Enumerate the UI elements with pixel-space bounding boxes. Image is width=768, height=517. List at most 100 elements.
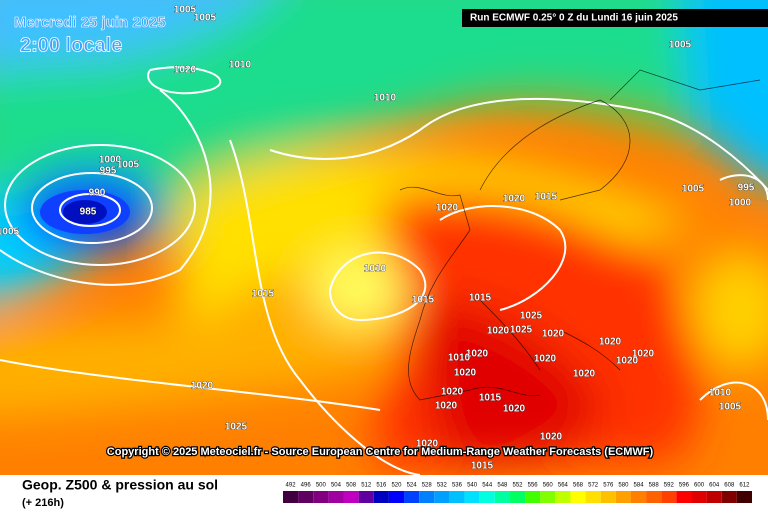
isobar-label: 1020 xyxy=(454,368,477,379)
legend-swatch xyxy=(358,491,374,503)
isobar-label: 1020 xyxy=(616,356,639,367)
isobar-label: 1015 xyxy=(252,289,275,300)
isobar-label: 1025 xyxy=(225,422,248,433)
legend-swatch xyxy=(419,491,435,503)
isobar-label: 1005 xyxy=(194,13,217,24)
legend-swatch xyxy=(479,491,495,503)
legend-swatch xyxy=(721,491,737,503)
legend-label: 604 xyxy=(709,483,720,489)
legend-label: 560 xyxy=(543,483,554,489)
legend-label: 496 xyxy=(301,483,312,489)
legend-label: 600 xyxy=(694,483,705,489)
legend-label: 592 xyxy=(664,483,675,489)
isobar-label: 1010 xyxy=(364,264,387,275)
isobar-label: 1020 xyxy=(174,65,197,76)
isobar-label: 1020 xyxy=(503,404,526,415)
isobar-label: 1015 xyxy=(469,293,492,304)
isobar-label: 1000 xyxy=(99,155,122,166)
isobar-label: 1020 xyxy=(191,381,214,392)
footer-title: Geop. Z500 & pression au sol xyxy=(22,477,218,493)
legend-label: 520 xyxy=(391,483,402,489)
isobar-label: 1005 xyxy=(669,40,692,51)
legend-label: 612 xyxy=(739,483,750,489)
legend-swatch xyxy=(373,491,389,503)
isobar-label: 1000 xyxy=(729,198,752,209)
isobar-label: 1010 xyxy=(448,353,471,364)
isobar-label: 1025 xyxy=(510,325,533,336)
isobar-label: 1005 xyxy=(174,5,197,16)
isobar-label: 1005 xyxy=(0,227,20,238)
legend-label: 572 xyxy=(588,483,599,489)
legend-swatch xyxy=(464,491,480,503)
isobar-label: 1015 xyxy=(535,192,558,203)
legend-swatch xyxy=(328,491,344,503)
isobar-label: 1020 xyxy=(540,432,563,443)
legend-swatch xyxy=(570,491,586,503)
legend-swatch xyxy=(494,491,510,503)
isobar-label: 985 xyxy=(80,207,97,218)
isobar-label: 1020 xyxy=(503,194,526,205)
legend-label: 528 xyxy=(422,483,433,489)
legend-label: 504 xyxy=(331,483,342,489)
legend-label: 568 xyxy=(573,483,584,489)
legend-label: 564 xyxy=(558,483,569,489)
legend-swatch xyxy=(555,491,571,503)
legend-swatch xyxy=(449,491,465,503)
isobar-label: 1020 xyxy=(573,369,596,380)
isobar-label: 1005 xyxy=(117,160,140,171)
isobar-label: 1020 xyxy=(416,439,439,450)
legend-label: 580 xyxy=(618,483,629,489)
isobars xyxy=(0,66,768,475)
coastlines xyxy=(399,69,761,401)
isobar-label: 990 xyxy=(89,188,106,199)
isobar-label: 1020 xyxy=(436,203,459,214)
isobar-label: 995 xyxy=(738,183,755,194)
legend-swatch xyxy=(540,491,556,503)
isobar-label: 1010 xyxy=(229,60,252,71)
legend-label: 524 xyxy=(407,483,418,489)
isobar-label: 1020 xyxy=(599,337,622,348)
legend-label: 516 xyxy=(376,483,387,489)
copyright: Copyright © 2025 Meteociel.fr - Source E… xyxy=(107,446,654,458)
legend: 492 496 500 504 508 512 516 520 524 528 532 536 540 5… xyxy=(283,483,752,503)
isobar-label: 1020 xyxy=(487,326,510,337)
legend-swatch xyxy=(388,491,405,503)
legend-swatch xyxy=(661,491,677,503)
legend-swatch xyxy=(434,491,450,503)
legend-swatch xyxy=(525,491,541,503)
isobar-label: 1010 xyxy=(374,93,397,104)
run-info: Run ECMWF 0.25° 0 Z du Lundi 16 juin 202… xyxy=(470,13,678,24)
legend-label: 552 xyxy=(512,483,523,489)
legend-label: 548 xyxy=(497,483,508,489)
legend-label: 544 xyxy=(482,483,493,489)
legend-swatch xyxy=(615,491,631,503)
isobar-label: 1020 xyxy=(534,354,557,365)
forecast-date: Mercredi 25 juin 2025 xyxy=(14,14,166,31)
isobar-label: 1015 xyxy=(479,393,502,404)
legend-swatch xyxy=(298,491,314,503)
isobar-label: 995 xyxy=(100,166,117,177)
isobar-label: 1015 xyxy=(471,461,494,472)
legend-label: 588 xyxy=(649,483,660,489)
legend-swatch xyxy=(630,491,647,503)
legend-label: 536 xyxy=(452,483,463,489)
legend-label: 576 xyxy=(603,483,614,489)
legend-label: 500 xyxy=(316,483,327,489)
legend-swatch xyxy=(585,491,601,503)
isobar-label: 1020 xyxy=(632,349,655,360)
isobar-label: 1015 xyxy=(412,295,435,306)
legend-label: 596 xyxy=(679,483,690,489)
legend-label: 512 xyxy=(361,483,372,489)
legend-label: 608 xyxy=(724,483,735,489)
legend-swatch xyxy=(736,491,752,503)
legend-swatch xyxy=(313,491,329,503)
isobar-label: 1005 xyxy=(682,184,705,195)
legend-swatch xyxy=(676,491,692,503)
legend-label: 540 xyxy=(467,483,478,489)
legend-label: 492 xyxy=(286,483,297,489)
isobar-label: 1020 xyxy=(435,401,458,412)
run-banner xyxy=(462,9,768,27)
legend-swatch xyxy=(600,491,616,503)
